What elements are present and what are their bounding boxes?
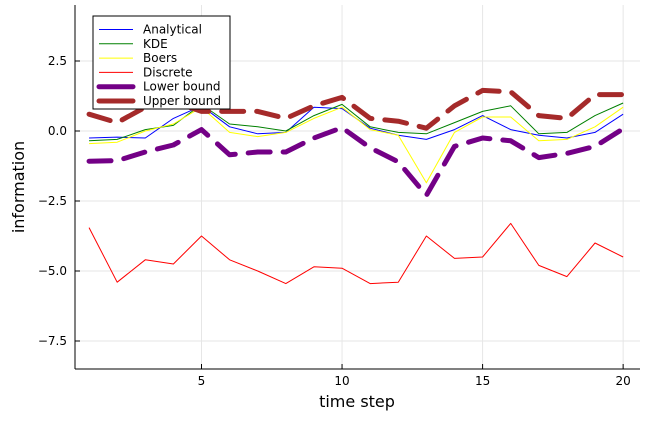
x-tick-label: 5 (198, 374, 206, 388)
series-line-discrete (88, 222, 624, 285)
x-ticks: 5 10 15 20 (198, 364, 631, 388)
y-tick-label: 0.0 (48, 124, 67, 138)
y-tick-label: −7.5 (38, 334, 67, 348)
y-ticks: 2.5 0.0 −2.5 −5.0 −7.5 (38, 54, 80, 348)
y-tick-label: 2.5 (48, 54, 67, 68)
legend-label-analytical: Analytical (143, 23, 202, 37)
x-tick-label: 20 (615, 374, 630, 388)
y-axis-label: information (9, 141, 28, 233)
legend-label-boers: Boers (143, 51, 177, 65)
legend-label-lower-bound: Lower bound (143, 80, 221, 94)
series-line-kde (89, 102, 624, 142)
legend-box (92, 15, 231, 110)
x-tick-label: 10 (334, 374, 349, 388)
series-line-boers (89, 106, 624, 184)
legend-label-kde: KDE (143, 37, 168, 51)
legend-label-upper-bound: Upper bound (143, 94, 221, 108)
legend-label-discrete: Discrete (143, 65, 193, 79)
axes (74, 5, 640, 370)
y-tick-label: −2.5 (38, 194, 67, 208)
x-axis-label: time step (319, 392, 395, 411)
series-line-lower-bound (86, 125, 626, 198)
x-tick-label: 15 (475, 374, 490, 388)
y-tick-label: −5.0 (38, 264, 67, 278)
series-group (86, 87, 626, 285)
series-line-upper-bound (86, 87, 626, 131)
